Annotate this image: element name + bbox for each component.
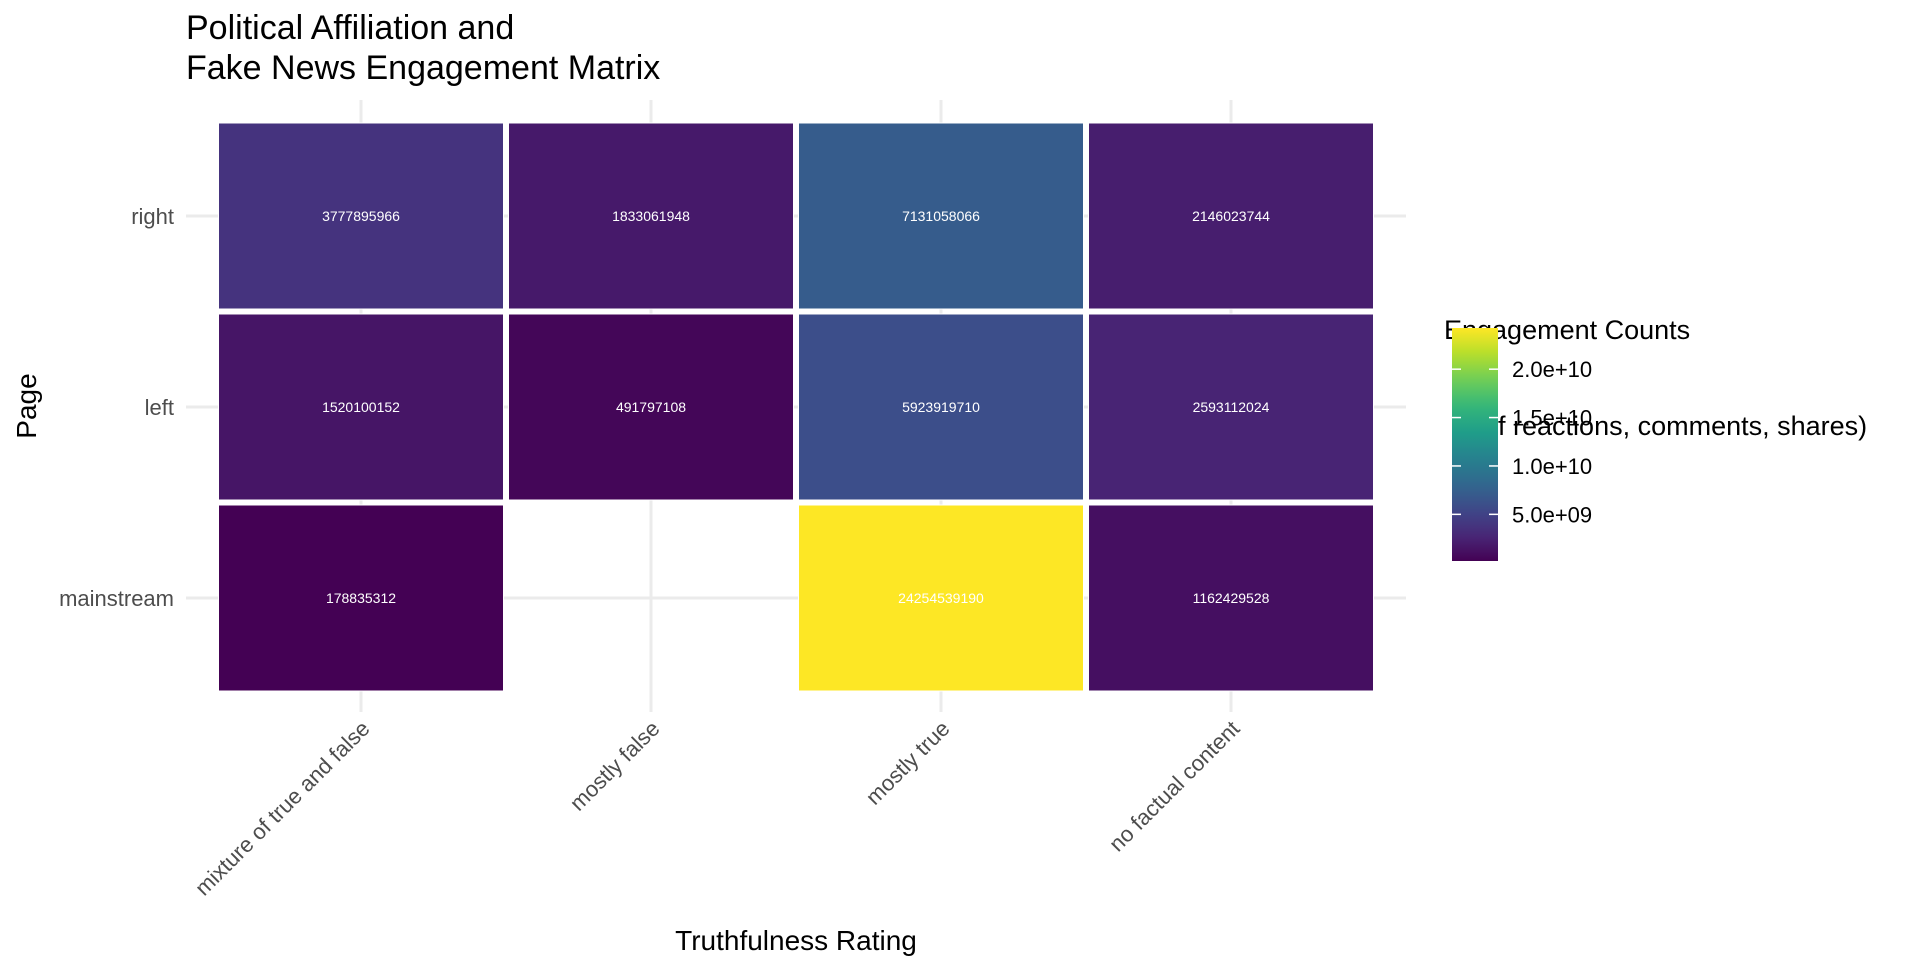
y-tick-label: right — [131, 204, 174, 229]
cell-value-label: 2593112024 — [1193, 399, 1270, 415]
cell-value-label: 7131058066 — [902, 208, 980, 224]
y-tick-label: mainstream — [59, 586, 174, 611]
cell-value-label: 5923919710 — [902, 399, 980, 415]
cell-value-label: 178835312 — [326, 590, 396, 606]
legend-break-label: 2.0e+10 — [1512, 357, 1592, 382]
heatmap-cell — [218, 122, 504, 310]
heatmap-cell — [1088, 504, 1374, 692]
heatmap-cell — [798, 122, 1084, 310]
cell-value-label: 1162429528 — [1193, 590, 1270, 606]
cell-value-label: 3777895966 — [322, 208, 400, 224]
heatmap-cell — [508, 122, 794, 310]
y-axis-title: Page — [11, 373, 42, 438]
legend-break-label: 1.0e+10 — [1512, 454, 1592, 479]
chart-title: Political Affiliation and Fake News Enga… — [186, 8, 660, 88]
x-tick-label: mostly true — [861, 716, 955, 810]
x-tick-label: mostly false — [565, 716, 665, 816]
heatmap-cell — [1088, 313, 1374, 501]
cell-value-label: 491797108 — [616, 399, 686, 415]
heatmap-cell — [218, 504, 504, 692]
cell-value-label: 2146023744 — [1192, 208, 1270, 224]
chart-title-line1: Political Affiliation and — [186, 9, 515, 47]
cell-value-label: 1520100152 — [322, 399, 400, 415]
x-tick-label: no factual content — [1104, 716, 1244, 856]
heatmap-cell — [218, 313, 504, 501]
heatmap-cell — [1088, 122, 1374, 310]
y-tick-label: left — [145, 395, 174, 420]
legend-break-label: 5.0e+09 — [1512, 502, 1592, 527]
heatmap-cell — [798, 313, 1084, 501]
legend-break-label: 1.5e+10 — [1512, 406, 1592, 431]
cell-value-label: 1833061948 — [612, 208, 690, 224]
x-axis-title: Truthfulness Rating — [675, 925, 917, 956]
heatmap-cell — [798, 504, 1084, 692]
cell-value-label: 24254539190 — [898, 590, 984, 606]
heatmap-cell — [508, 313, 794, 501]
legend-colorbar — [1452, 328, 1498, 561]
x-tick-label: mixture of true and false — [190, 716, 375, 901]
chart-title-line2: Fake News Engagement Matrix — [186, 49, 661, 87]
